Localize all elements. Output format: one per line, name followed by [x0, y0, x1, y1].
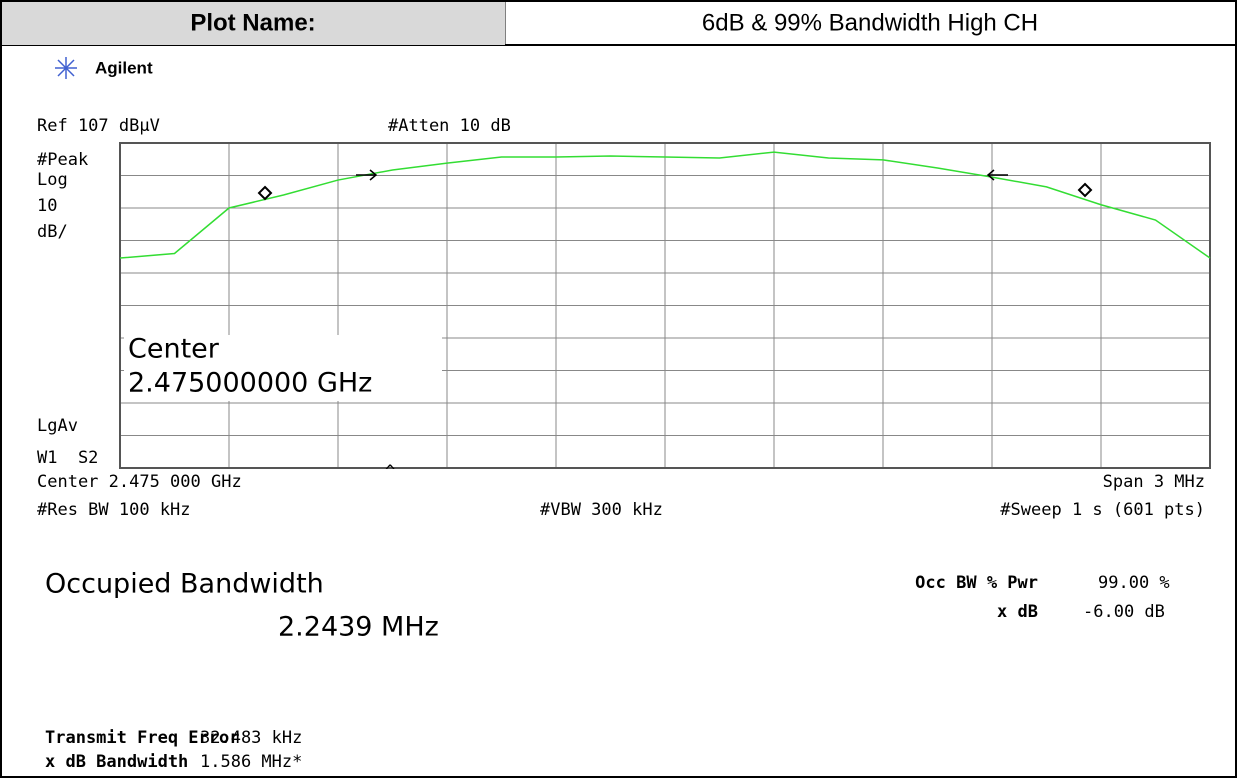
- marker-arrow: [986, 169, 1008, 181]
- trace: [119, 151, 1211, 259]
- brand: Agilent: [95, 58, 153, 77]
- xdb-bw-value: 1.586 MHz*: [200, 752, 302, 772]
- sweep: #Sweep 1 s (601 pts): [1000, 500, 1205, 520]
- occ-pwr-value: 99.00 %: [1098, 573, 1170, 593]
- center-overlay-bg: [124, 335, 442, 401]
- center-overlay-value: 2.475000000 GHz: [128, 368, 372, 399]
- caret: ^: [385, 462, 395, 482]
- marker-arrow: [356, 169, 378, 181]
- header-label-cell: [2, 2, 505, 45]
- marker-diamond: [257, 185, 273, 201]
- vbw: #VBW 300 kHz: [540, 500, 663, 520]
- scale-unit: dB/: [37, 222, 68, 242]
- freq-error-value: 32.483 kHz: [200, 728, 302, 748]
- xdb-label: x dB: [997, 602, 1038, 622]
- occupied-label: Occupied Bandwidth: [45, 569, 324, 600]
- detector: #Peak: [37, 150, 88, 170]
- averaging: LgAv: [37, 416, 78, 436]
- span: Span 3 MHz: [1103, 472, 1205, 492]
- scale-value: 10: [37, 196, 57, 216]
- occ-pwr-label: Occ BW % Pwr: [915, 573, 1038, 593]
- header-value: 6dB & 99% Bandwidth High CH: [702, 9, 1038, 36]
- ref-level: Ref 107 dBµV: [37, 116, 160, 136]
- scale-type: Log: [37, 170, 68, 190]
- freq-error-label: Transmit Freq Error: [45, 728, 239, 748]
- xdb-value: -6.00 dB: [1083, 602, 1165, 622]
- plot-border: [119, 142, 1211, 469]
- header-label: Plot Name:: [190, 9, 315, 36]
- center-overlay-label: Center: [128, 334, 220, 365]
- logo: [55, 57, 77, 79]
- trace-mode: W1 S2: [37, 448, 98, 468]
- marker-diamond: [1077, 182, 1093, 198]
- res-bw: #Res BW 100 kHz: [37, 500, 191, 520]
- attenuation: #Atten 10 dB: [388, 116, 511, 136]
- xdb-bw-label: x dB Bandwidth: [45, 752, 188, 772]
- occupied-value: 2.2439 MHz: [278, 612, 439, 643]
- center-freq: Center 2.475 000 GHz: [37, 472, 242, 492]
